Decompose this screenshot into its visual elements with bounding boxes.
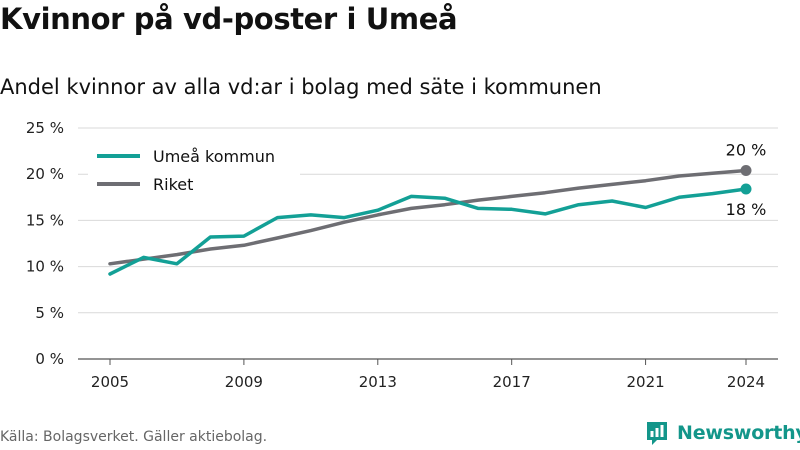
series-line-umea <box>108 187 748 276</box>
newsworthy-brand: Newsworthy <box>645 418 800 448</box>
legend-label-umea: Umeå kommun <box>153 147 275 166</box>
y-tick-label: 20 % <box>26 165 64 183</box>
x-tick-label: 2024 <box>727 373 765 391</box>
x-tick-label: 2005 <box>91 373 129 391</box>
line-chart: 0 % 5 % 10 % 15 % 20 % 25 % 2005 2009 2013 2017 20… <box>26 119 778 391</box>
brand-name: Newsworthy <box>677 422 800 444</box>
chart-title: Kvinnor på vd-poster i Umeå <box>0 2 458 36</box>
y-tick-label: 15 % <box>26 211 64 229</box>
newsworthy-logo-icon <box>647 422 667 445</box>
legend-label-riket: Riket <box>153 175 193 194</box>
series-line-riket <box>108 168 748 266</box>
chart-subtitle: Andel kvinnor av alla vd:ar i bolag med … <box>0 75 602 99</box>
end-label-riket: 20 % <box>726 141 767 160</box>
y-tick-label: 10 % <box>26 258 64 276</box>
legend-background <box>88 142 300 200</box>
source-note: Källa: Bolagsverket. Gäller aktiebolag. <box>0 429 268 445</box>
x-tick-label: 2013 <box>359 373 397 391</box>
end-point-riket <box>740 165 752 177</box>
y-tick-label: 0 % <box>35 350 64 368</box>
y-tick-label: 25 % <box>26 119 64 137</box>
x-tick-label: 2021 <box>626 373 664 391</box>
end-label-umea: 18 % <box>726 200 767 219</box>
x-tick-label: 2009 <box>225 373 263 391</box>
y-tick-label: 5 % <box>35 304 64 322</box>
x-tick-label: 2017 <box>493 373 531 391</box>
end-point-umea <box>740 183 752 195</box>
